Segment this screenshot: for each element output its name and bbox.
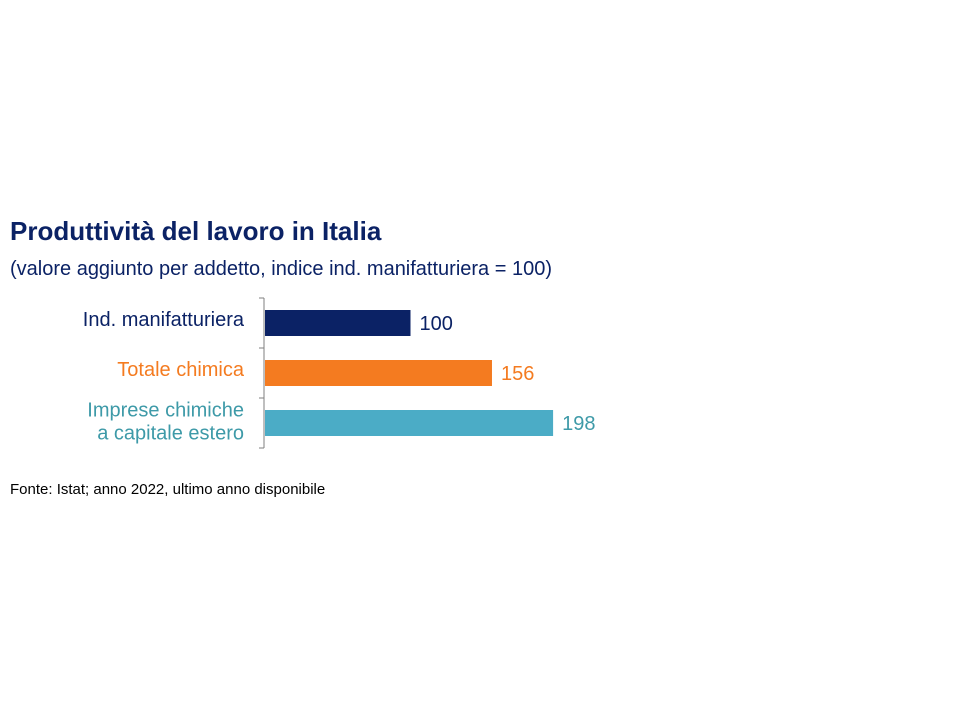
- bar-chart: 100 Ind. manifatturiera 156 Totale chimica 1…: [83, 297, 595, 449]
- bar-2: [265, 360, 492, 386]
- data-label-2: 156: [501, 363, 534, 385]
- bar-1: [265, 310, 411, 336]
- category-label-line: a capitale estero: [97, 423, 244, 445]
- category-label-line: Ind. manifatturiera: [83, 309, 245, 331]
- page-subtitle: (valore aggiunto per addetto, indice ind…: [10, 258, 553, 280]
- category-label-2: Totale chimica: [117, 359, 245, 381]
- category-label-1: Ind. manifatturiera: [83, 309, 245, 331]
- category-label-3: Imprese chimiche a capitale estero: [87, 400, 244, 445]
- bar-3: [265, 410, 554, 436]
- source-note: Fonte: Istat; anno 2022, ultimo anno dis…: [10, 481, 326, 498]
- category-label-line: Totale chimica: [117, 359, 245, 381]
- page-title: Produttività del lavoro in Italia: [10, 216, 382, 246]
- data-label-3: 198: [562, 413, 595, 435]
- category-label-line: Imprese chimiche: [87, 400, 244, 422]
- data-label-1: 100: [420, 313, 453, 335]
